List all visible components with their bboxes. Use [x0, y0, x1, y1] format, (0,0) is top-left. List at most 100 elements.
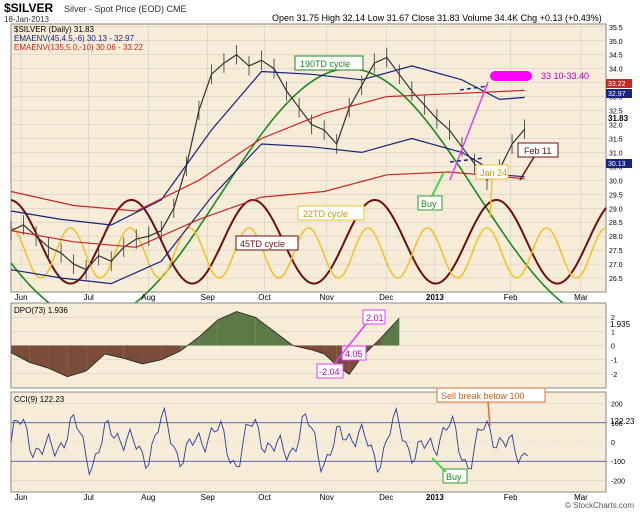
- target-label: 33 10-33.40: [541, 71, 589, 81]
- cci-x-tick: Mar: [574, 493, 588, 502]
- dpo-segment: [324, 345, 337, 366]
- upward-projection: [449, 81, 489, 181]
- dpo-segment: [198, 320, 218, 346]
- cci-right-label: 122.23: [610, 417, 635, 426]
- chart-description: Silver - Spot Price (EOD) CME: [64, 4, 187, 14]
- price-gridlines: [11, 24, 606, 292]
- cci-x-tick: Feb: [504, 493, 518, 502]
- price-y-tick: 30.0: [609, 178, 623, 185]
- feb11-label: Feb 11: [524, 146, 551, 156]
- price-y-tick: 34.0: [609, 67, 623, 74]
- right-label-33-22-box: [606, 79, 632, 88]
- cycle45-label: 45TD cycle: [240, 239, 285, 249]
- right-label-32-97-box: [606, 89, 632, 98]
- buy-price-label: Buy: [421, 199, 437, 209]
- chart-symbol: $SILVER: [4, 1, 53, 15]
- dpo-segment: [180, 337, 199, 352]
- price-y-tick: 35.5: [609, 25, 623, 32]
- support-dash: [449, 157, 485, 163]
- chart-ohlc: Open 31.75 High 32.14 Low 31.67 Close 31…: [272, 13, 602, 23]
- price-x-tick: 2013: [426, 293, 444, 302]
- dpo-ann-neg204: -2.04: [319, 367, 340, 377]
- price-x-tick: Mar: [574, 293, 588, 302]
- dpo-y-tick: 1: [611, 329, 615, 336]
- price-series: [10, 44, 526, 285]
- price-y-tick: 34.5: [609, 53, 623, 60]
- price-y-tick: 27.5: [609, 248, 623, 255]
- dpo-segment: [86, 345, 105, 371]
- cci-title: CCI(9) 122.23: [14, 395, 65, 404]
- price-y-tick: 27.0: [609, 262, 623, 269]
- right-label-32-97: 32.97: [608, 91, 626, 98]
- cycle22-label-box: [297, 205, 365, 221]
- price-y-tick: 26.5: [609, 276, 623, 283]
- dpo-segment: [217, 311, 237, 346]
- cci-gridlines: -200 -100 0 100 200: [11, 402, 625, 485]
- jan24-box: [475, 164, 509, 180]
- resistance-dash: [459, 85, 489, 91]
- price-x-axis: Jun Jul Aug Sep Oct Nov Dec 2013 Feb Mar: [15, 293, 589, 302]
- jan24-arrow: [489, 179, 493, 219]
- price-y-tick: 28.0: [609, 234, 623, 241]
- dpo-segment: [142, 345, 162, 364]
- buy-cci-arrow: [431, 457, 447, 473]
- price-y-tick: 29.0: [609, 206, 623, 213]
- legend-ema1: EMAENV(45,4.5,-6) 30.13 - 32.97: [14, 34, 135, 43]
- cci-y-tick: 100: [611, 421, 623, 428]
- cycle190-label: 190TD cycle: [300, 59, 350, 69]
- dpo-segment: [161, 345, 181, 360]
- cci-y-tick: -200: [611, 478, 625, 485]
- dpo-ann-405: 4.05: [345, 349, 363, 359]
- dpo-segment: [67, 345, 87, 377]
- buy-arrow: [431, 171, 445, 197]
- cci-x-tick: Jul: [84, 493, 94, 502]
- cci-series: [10, 406, 529, 477]
- buy-cci-label: Buy: [446, 472, 462, 482]
- price-x-tick: Sep: [201, 293, 216, 302]
- dpo-title: DPO(73) 1.936: [14, 306, 68, 315]
- dpo-y-tick: 0: [611, 344, 615, 351]
- price-y-tick: 32.0: [609, 123, 623, 130]
- dpo-segment: [236, 311, 256, 346]
- cci-x-tick: Nov: [320, 493, 334, 502]
- cci-x-tick: Jun: [15, 493, 28, 502]
- price-x-tick: Aug: [141, 293, 155, 302]
- cci-panel: [10, 391, 607, 493]
- legend-ema2: EMAENV(135,5.0,-10) 30.06 - 33.22: [14, 43, 144, 52]
- sell-box: [436, 387, 546, 403]
- cycle190-label-box: [294, 55, 364, 71]
- price-y-axis: 26.527.027.528.028.529.029.530.030.531.0…: [609, 25, 623, 283]
- price-y-tick: 31.5: [609, 136, 623, 143]
- jan24-label: Jan 24: [480, 168, 507, 178]
- sell-label: Sell break below 100: [441, 391, 525, 401]
- price-y-tick: 31.0: [609, 150, 623, 157]
- ema135-upper-line: [10, 89, 525, 212]
- buy-cci-box: [442, 468, 468, 484]
- cci-y-tick: 200: [611, 402, 623, 409]
- ema45-lower-line: [10, 137, 525, 285]
- ema45-upper-line: [10, 65, 525, 226]
- price-x-tick: Oct: [258, 293, 271, 302]
- right-label-33-22: 33.22: [608, 81, 626, 88]
- dpo-segment: [11, 345, 30, 363]
- chart-date: 18-Jan-2013: [4, 15, 49, 24]
- price-y-tick: 35.0: [609, 39, 623, 46]
- dpo-arrow: [333, 323, 367, 365]
- price-line: [10, 53, 526, 271]
- cci-line-path: [10, 406, 529, 477]
- cci-x-tick: Oct: [258, 493, 271, 502]
- target-bar: [490, 71, 532, 81]
- price-y-tick: 29.5: [609, 192, 623, 199]
- price-x-tick: Jun: [15, 293, 28, 302]
- cycle-22td-curve: [10, 226, 607, 279]
- dpo-y-tick: -1: [611, 358, 617, 365]
- price-y-tick: 28.5: [609, 220, 623, 227]
- cycle-45td-curve: [10, 199, 607, 285]
- feb11-box: [517, 142, 559, 158]
- price-y-tick: 32.5: [609, 109, 623, 116]
- sell-arrow: [487, 401, 491, 427]
- dpo-y-tick: -2: [611, 372, 617, 379]
- legend-price: $SILVER (Daily) 31.83: [14, 25, 94, 34]
- price-x-tick: Dec: [379, 293, 393, 302]
